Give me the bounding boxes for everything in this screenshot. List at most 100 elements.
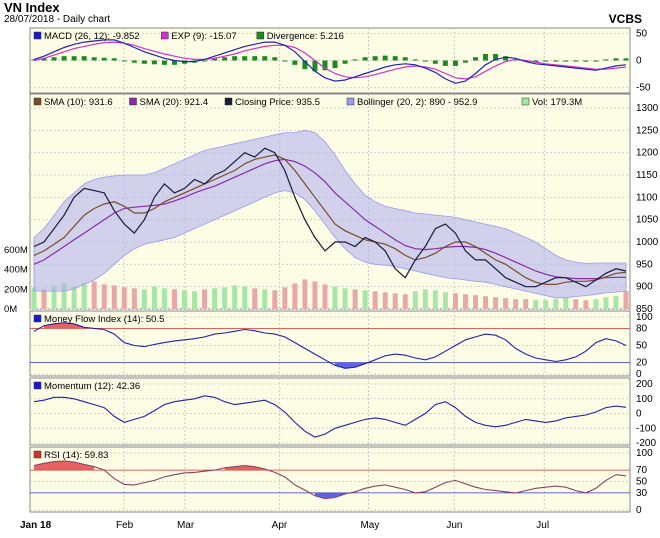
volume-bar (292, 283, 298, 309)
volume-bar (422, 289, 428, 309)
volume-bar (362, 290, 368, 309)
y-tick-label: 1000 (636, 237, 659, 248)
divergence-bar (432, 60, 438, 64)
divergence-bar (342, 60, 348, 64)
divergence-bar (151, 60, 157, 65)
y-tick-label: 50 (636, 28, 648, 39)
mfi-line (33, 322, 627, 369)
volume-bar (151, 286, 157, 309)
volume-bar (161, 288, 167, 309)
y-tick-label: 50 (636, 477, 648, 488)
bollinger-band (33, 129, 627, 299)
volume-bar (442, 292, 448, 309)
panel-frame-momentum (29, 377, 631, 446)
divergence-bar (202, 60, 208, 62)
divergence-bar (573, 60, 579, 62)
divergence-bar (412, 59, 418, 61)
y-tick-label: 950 (636, 259, 653, 270)
y-tick-label: 70 (636, 465, 648, 476)
volume-bar (543, 300, 549, 309)
divergence-bar (41, 58, 47, 61)
volume-bar (131, 288, 137, 309)
volume-bar (402, 294, 408, 309)
legend-label: Bollinger (20, 2): 890 - 952.9 (357, 97, 477, 108)
x-tick-label: May (360, 520, 379, 531)
y-tick-label: 50 (636, 341, 648, 352)
divergence-bar (583, 60, 589, 62)
closing-price-line (33, 147, 627, 288)
divergence-bar (242, 56, 248, 61)
volume-bar (272, 290, 278, 309)
divergence-bar (312, 60, 318, 72)
y-tick-label: 1300 (636, 103, 659, 114)
x-tick-label: Jan 18 (20, 520, 52, 531)
volume-bar (91, 281, 97, 309)
divergence-bar (593, 60, 599, 62)
y-tick-label: -100 (636, 423, 656, 434)
volume-bar (513, 299, 519, 309)
divergence-bar (533, 60, 539, 63)
divergence-bar (483, 54, 489, 61)
volume-bar (533, 300, 539, 309)
volume-bar (302, 279, 308, 309)
x-tick-label: Jul (536, 520, 549, 531)
chart-source: VCBS (608, 12, 642, 26)
vol-tick-label: 200M (4, 284, 28, 295)
volume-bar (603, 297, 609, 309)
y-tick-label: 1150 (636, 170, 658, 181)
volume-bar (352, 289, 358, 309)
sma10-line (33, 154, 627, 285)
divergence-bar (161, 60, 167, 65)
momentum-line (33, 395, 627, 438)
legend-label: Momentum (12): 42.36 (44, 381, 140, 392)
divergence-bar (302, 60, 308, 70)
y-tick-label: 30 (636, 488, 648, 499)
divergence-bar (131, 60, 137, 63)
divergence-bar (232, 56, 238, 61)
divergence-bar (452, 60, 458, 66)
volume-bar (623, 291, 629, 309)
volume-bar (232, 285, 238, 309)
volume-bar (613, 296, 619, 309)
divergence-bar (91, 57, 97, 61)
divergence-bar (141, 60, 147, 64)
volume-bar (493, 297, 499, 309)
volume-bar (503, 298, 509, 309)
divergence-bar (322, 60, 328, 71)
volume-bar (472, 295, 478, 309)
exp-line (33, 41, 627, 80)
volume-bar (412, 291, 418, 309)
legend-swatch (521, 97, 530, 106)
volume-bar (372, 291, 378, 309)
y-tick-label: 80 (636, 323, 648, 334)
volume-bar (81, 282, 87, 309)
volume-bar (432, 290, 438, 309)
divergence-bar (472, 57, 478, 61)
legend-label: RSI (14): 59.83 (44, 450, 108, 461)
y-tick-label: 100 (636, 394, 653, 405)
volume-bar (171, 289, 177, 309)
legend-label: SMA (20): 921.4 (140, 97, 209, 108)
divergence-bar (212, 58, 218, 61)
volume-bar (392, 293, 398, 309)
macd-line (33, 39, 627, 84)
overbought-oversold-fill (224, 465, 265, 471)
divergence-bar (71, 56, 77, 61)
volume-bar (202, 289, 208, 309)
x-tick-label: Jun (446, 520, 462, 531)
divergence-bar (51, 57, 57, 61)
legend-label: MACD (26, 12): -9.852 (44, 31, 140, 42)
volume-bar (71, 286, 77, 309)
volume-bar (583, 300, 589, 309)
volume-bar (262, 289, 268, 309)
y-tick-label: 0 (636, 369, 642, 380)
divergence-bar (352, 59, 358, 61)
divergence-bar (503, 56, 509, 61)
divergence-bar (442, 60, 448, 66)
x-tick-label: Mar (177, 520, 195, 531)
volume-bar (452, 293, 458, 309)
volume-bar (192, 291, 198, 309)
legend-swatch (33, 31, 42, 40)
divergence-bar (493, 54, 499, 61)
volume-bar (382, 292, 388, 309)
